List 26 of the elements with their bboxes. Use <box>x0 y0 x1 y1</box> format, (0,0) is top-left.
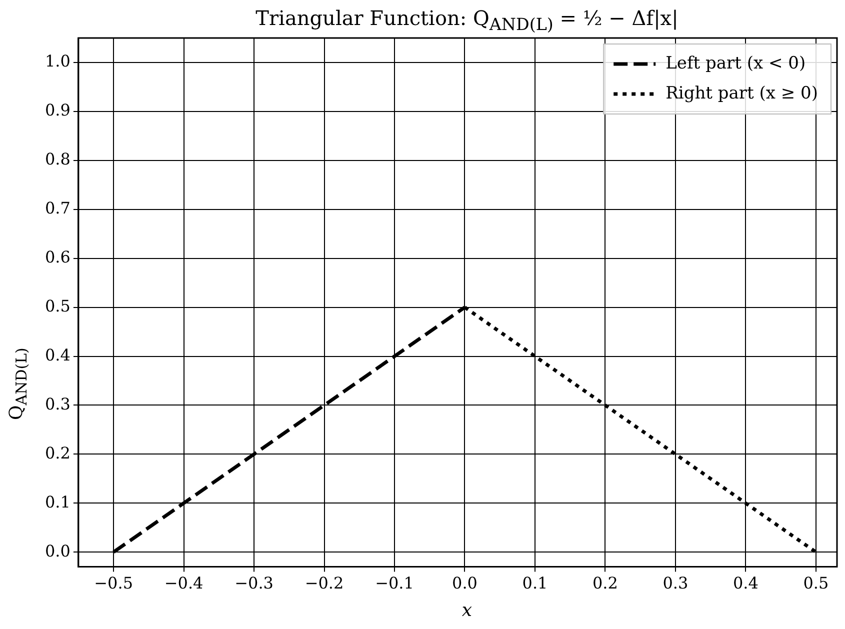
x-tick-label: −0.2 <box>304 574 344 593</box>
y-tick-label: 0.9 <box>44 100 70 120</box>
x-tick-label: −0.3 <box>234 574 274 593</box>
x-tick-label: −0.1 <box>375 574 414 593</box>
y-tick-label: 0.3 <box>44 394 70 414</box>
x-tick-label: 0.3 <box>662 574 688 593</box>
y-tick-label: 1.0 <box>44 52 70 71</box>
y-tick-label: 0.4 <box>44 345 70 364</box>
y-tick-label: 0.7 <box>44 198 70 218</box>
x-tick-label: −0.4 <box>164 574 204 593</box>
x-tick-label: −0.5 <box>94 574 133 593</box>
x-tick-label: 0.4 <box>732 574 758 593</box>
x-axis-title: x <box>460 600 474 621</box>
x-tick-label: 0.1 <box>522 574 548 593</box>
y-tick-label: 0.6 <box>44 247 70 266</box>
y-tick-label: 0.0 <box>44 541 70 560</box>
y-tick-label: 0.5 <box>44 296 70 316</box>
y-tick-label: 0.8 <box>44 150 70 169</box>
x-tick-label: 0.2 <box>592 574 618 593</box>
legend-label: Left part (x < 0) <box>666 53 806 74</box>
x-tick-label: 0.0 <box>452 574 478 593</box>
y-tick-label: 0.2 <box>44 443 70 462</box>
x-tick-label: 0.5 <box>803 574 829 593</box>
y-tick-label: 0.1 <box>44 492 70 512</box>
legend-label: Right part (x ≥ 0) <box>666 83 818 104</box>
chart-title: Triangular Function: Q$_{AND(L)}$ = ½ − Δf|x| <box>254 6 680 34</box>
